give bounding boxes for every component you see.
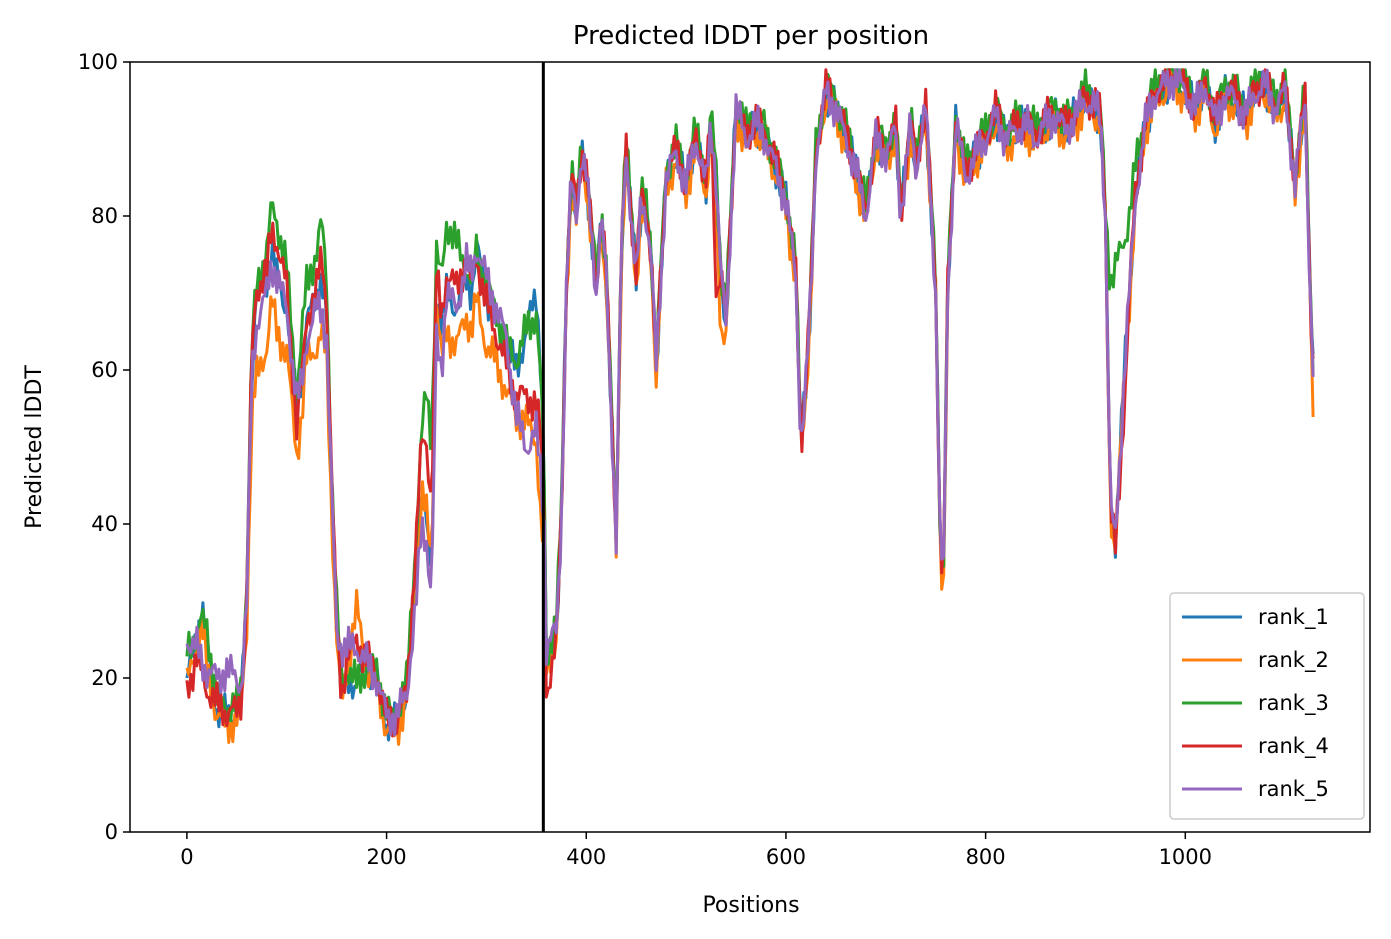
- series-line-rank_5: [185, 68, 1315, 737]
- y-axis-ticks: 0 20 40 60 80 100: [78, 50, 130, 844]
- y-tick-label: 40: [91, 512, 118, 536]
- x-tick-label: 200: [367, 845, 407, 869]
- y-tick-label: 80: [91, 204, 118, 228]
- legend-box: [1169, 592, 1365, 820]
- legend-label-rank_5: rank_5: [1258, 777, 1329, 802]
- x-tick-label: 400: [566, 845, 606, 869]
- x-axis-ticks: 0 200 400 600 800 1000: [180, 832, 1212, 869]
- legend-label-rank_4: rank_4: [1258, 734, 1329, 759]
- y-tick-label: 60: [91, 358, 118, 382]
- legend-label-rank_2: rank_2: [1258, 648, 1329, 673]
- chart-title: Predicted lDDT per position: [573, 21, 929, 51]
- x-tick-label: 0: [180, 845, 193, 869]
- legend: rank_1 rank_2 rank_3 rank_4 rank_5: [1169, 592, 1365, 820]
- series-layer: [185, 68, 1315, 746]
- x-tick-label: 1000: [1159, 845, 1212, 869]
- plot-frame: [129, 61, 1371, 833]
- legend-label-rank_1: rank_1: [1258, 605, 1329, 630]
- x-tick-label: 600: [766, 845, 806, 869]
- y-tick-label: 20: [91, 666, 118, 690]
- y-axis-label: Predicted lDDT: [22, 365, 47, 529]
- legend-label-rank_3: rank_3: [1258, 691, 1329, 716]
- y-tick-label: 100: [78, 50, 118, 74]
- x-tick-label: 800: [966, 845, 1006, 869]
- y-tick-label: 0: [105, 820, 118, 844]
- x-axis-label: Positions: [702, 893, 799, 918]
